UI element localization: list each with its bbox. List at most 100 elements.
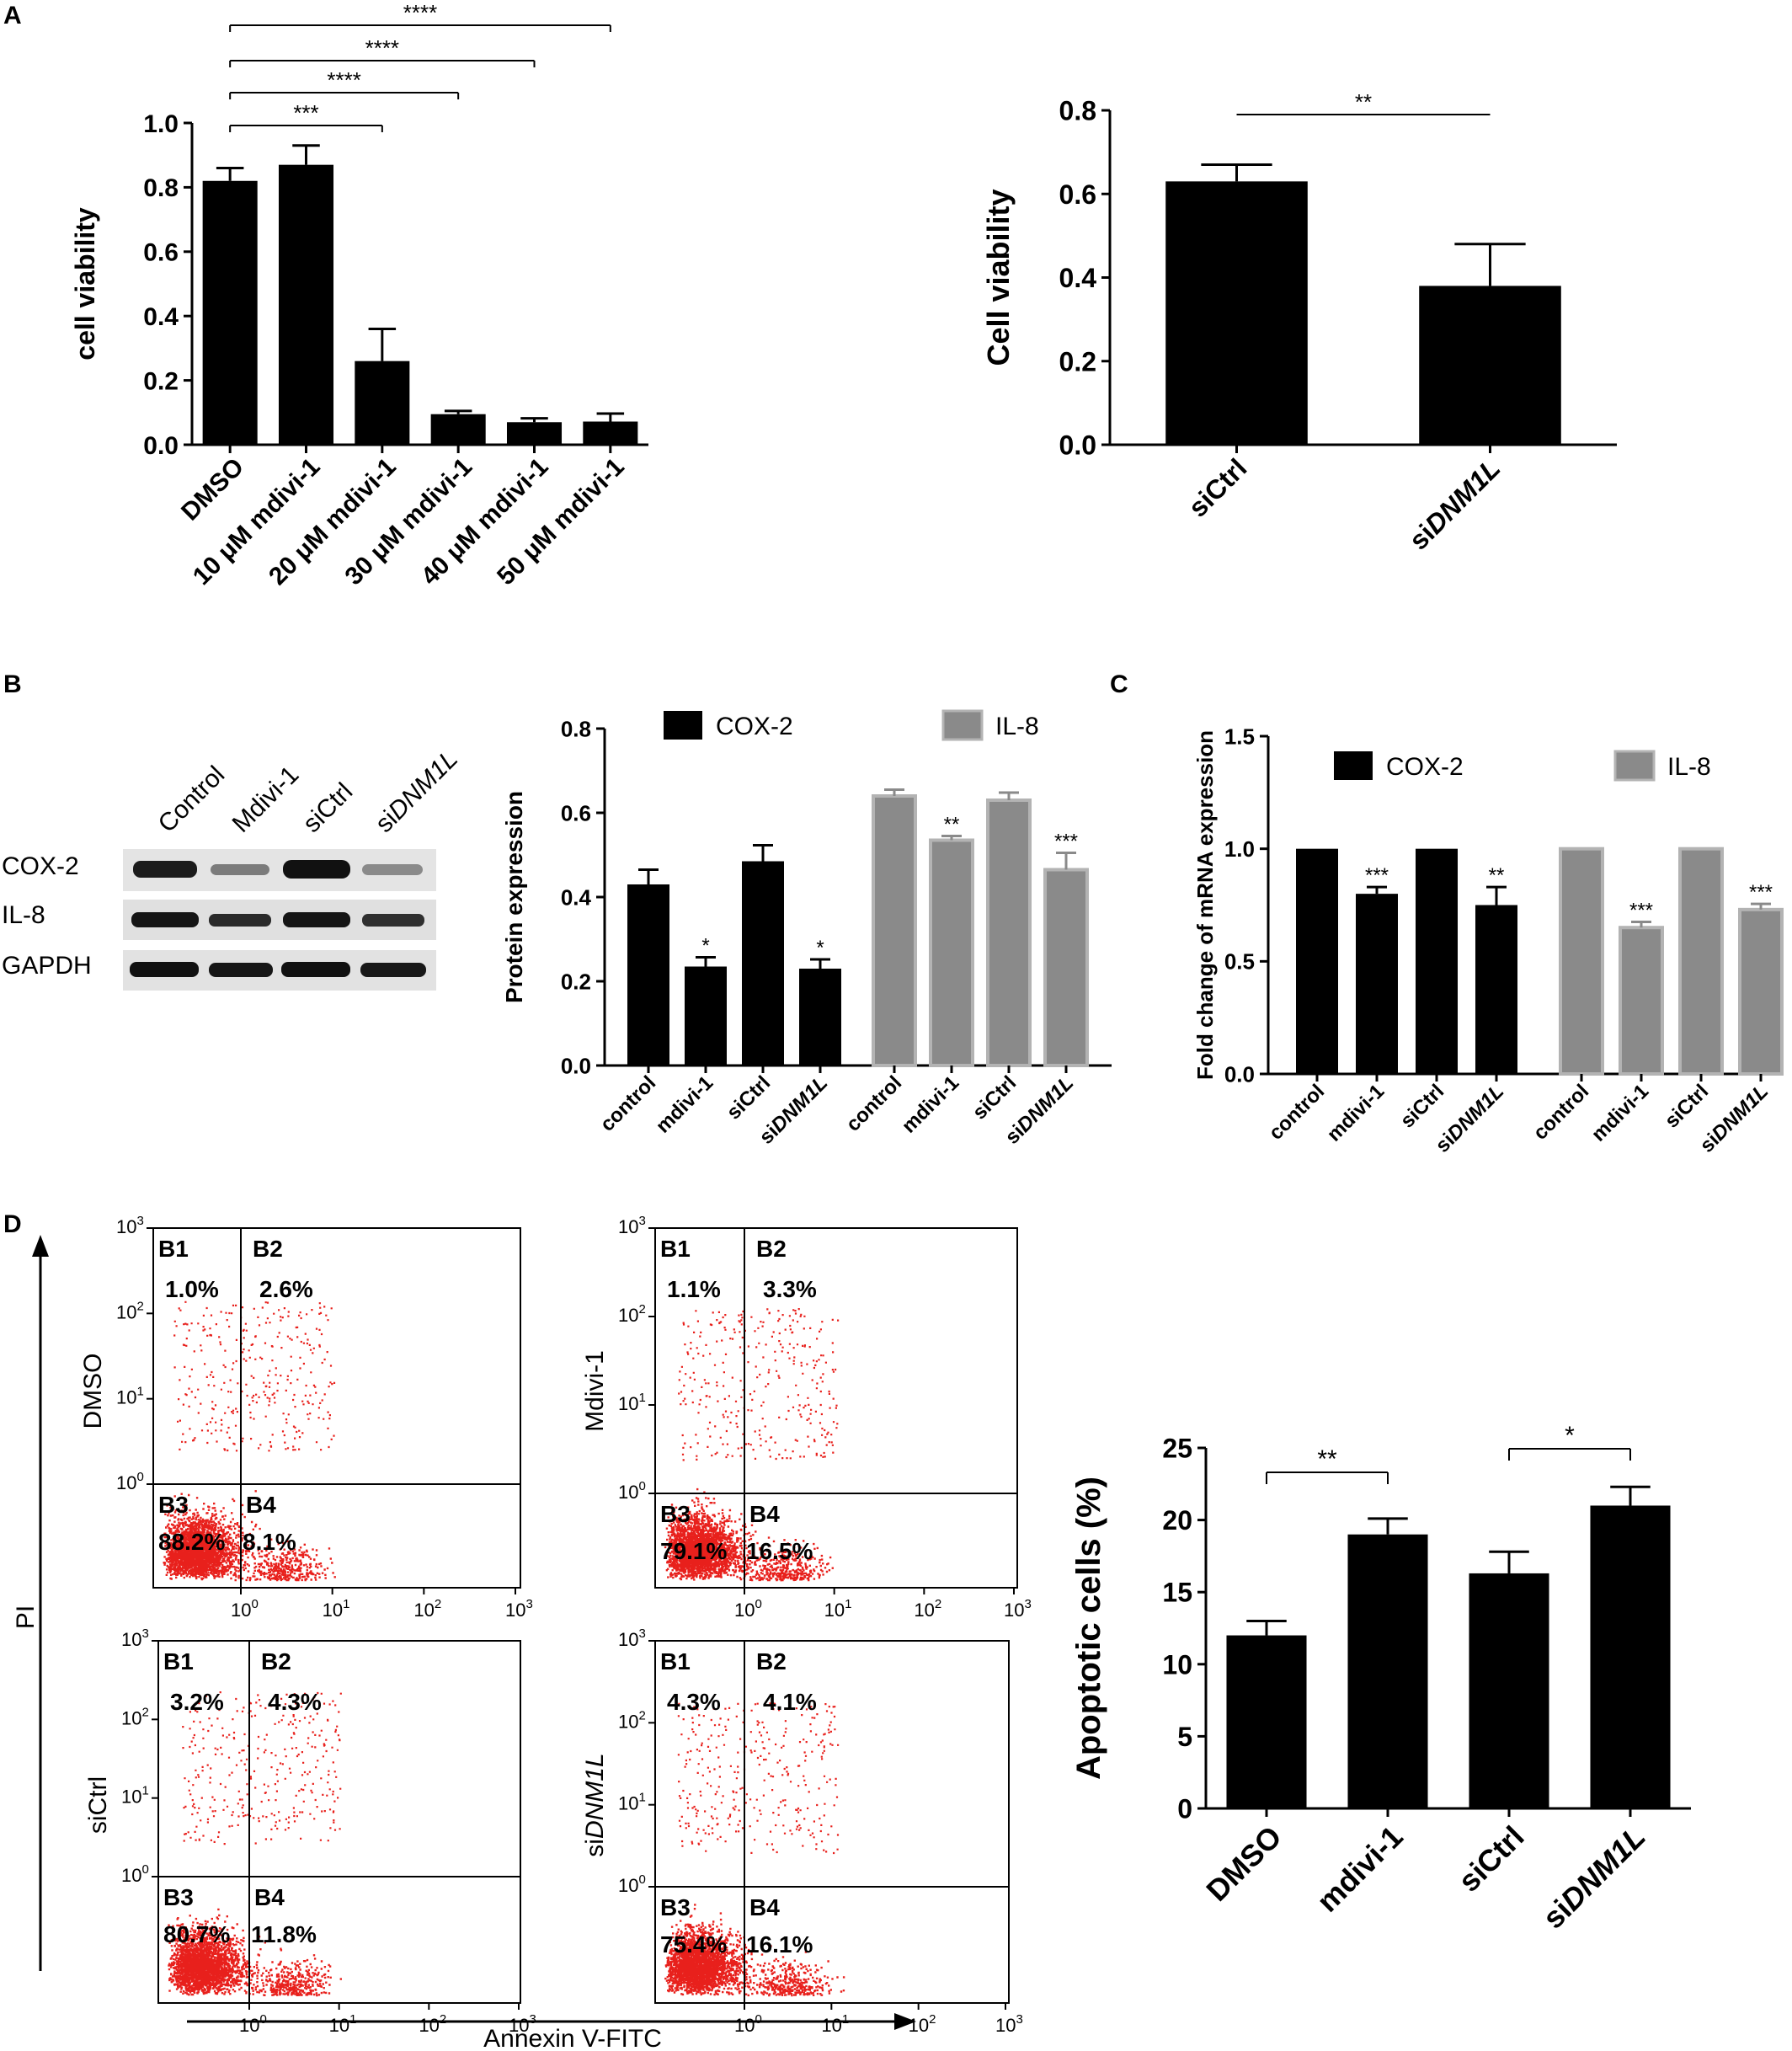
y-tick-label: 0.0 — [561, 1053, 591, 1078]
quadrant-label-b1: B1 — [660, 1236, 691, 1262]
bar-il-8-sictrl — [1678, 847, 1724, 1076]
quadrant-label-b4: B4 — [749, 1501, 780, 1527]
wb-band-cox2-control — [133, 861, 197, 878]
y-tick-label: 0.4 — [143, 303, 179, 331]
y-tick-label: 0.8 — [561, 716, 591, 741]
y-tick-label: 0.2 — [143, 367, 179, 395]
bar-dmso — [202, 180, 258, 445]
quadrant-label-b2: B2 — [253, 1236, 283, 1262]
x-tick-label-mdivi-1: mdivi-1 — [652, 1071, 718, 1138]
significance-label: * — [1565, 1422, 1575, 1450]
x-tick-label-control: control — [1529, 1080, 1594, 1145]
legend-swatch-il-8 — [1613, 750, 1656, 782]
y-tick-label: 0.8 — [1059, 96, 1096, 126]
wb-band-gapdh-sictrl — [281, 962, 350, 977]
quadrant-value-b3: 80.7% — [163, 1921, 230, 1947]
wb-lane-label-control: Control — [153, 761, 231, 838]
significance-label: *** — [1749, 881, 1773, 904]
quadrant-label-b1: B1 — [660, 1648, 691, 1674]
significance-label: ** — [1489, 864, 1505, 887]
y-tick-label: 0.0 — [1224, 1061, 1255, 1087]
quadrant-value-b4: 16.5% — [746, 1538, 813, 1564]
y-log-tick-label: 101 — [121, 1784, 149, 1808]
y-log-tick-label: 101 — [618, 1391, 646, 1414]
bar-cox-2-mdivi-1 — [685, 966, 727, 1066]
bar-cox-2-sidnm1l — [1475, 905, 1517, 1074]
significance-label: * — [701, 935, 709, 958]
y-tick-label: 1.0 — [143, 110, 179, 138]
quadrant-value-b3: 79.1% — [660, 1538, 727, 1564]
legend-label-cox-2: COX-2 — [716, 713, 793, 740]
quadrant-value-b2: 2.6% — [259, 1276, 313, 1302]
y-log-tick-label: 103 — [121, 1626, 149, 1650]
y-tick-label: 0.0 — [1059, 430, 1096, 461]
legend-label-il-8: IL-8 — [995, 713, 1039, 740]
significance-label: *** — [1054, 831, 1078, 853]
significance-label: ** — [1355, 89, 1372, 115]
y-tick-label: 0.0 — [143, 432, 179, 460]
quadrant-label-b3: B3 — [163, 1884, 194, 1910]
x-tick-label-sidnm1l: siDNM1L — [1403, 452, 1506, 555]
y-log-tick-label: 100 — [618, 1872, 646, 1896]
x-tick-label-dmso: DMSO — [1199, 1819, 1288, 1908]
y-axis-title: Protein expression — [501, 791, 527, 1003]
bar-il-8-sictrl — [986, 799, 1032, 1067]
wb-band-gapdh-control — [130, 962, 199, 977]
y-log-tick-label: 100 — [121, 1862, 149, 1886]
y-tick-label: 1.5 — [1224, 724, 1255, 749]
x-log-tick-label: 101 — [824, 1597, 852, 1621]
y-log-tick-label: 103 — [618, 1214, 646, 1237]
wb-lane-label-sictrl: siCtrl — [298, 777, 359, 838]
significance-label: * — [816, 937, 824, 959]
legend-swatch-cox-2 — [664, 711, 702, 740]
quadrant-label-b3: B3 — [158, 1492, 189, 1518]
wb-row-label-gapdh: GAPDH — [2, 952, 92, 980]
wb-band-gapdh-sidnm1l — [360, 963, 426, 977]
x-tick-label-control: control — [842, 1071, 907, 1136]
bar-il-8-sidnm1l — [1043, 868, 1089, 1067]
y-tick-label: 25 — [1162, 1434, 1192, 1464]
y-log-tick-label: 102 — [618, 1302, 646, 1326]
significance-label: ** — [1317, 1445, 1337, 1473]
quadrant-label-b2: B2 — [261, 1648, 291, 1674]
x-tick-label-mdivi-1: mdivi-1 — [898, 1071, 964, 1138]
x-log-tick-label: 101 — [323, 1597, 350, 1621]
quadrant-label-b1: B1 — [163, 1648, 194, 1674]
x-log-tick-label: 103 — [505, 1597, 533, 1621]
bar-cox-2-sictrl — [1416, 848, 1458, 1074]
wb-band-cox2-sictrl — [283, 860, 350, 879]
x-log-tick-label: 103 — [995, 2012, 1023, 2036]
y-tick-label: 1.0 — [1224, 836, 1255, 862]
bar-10-m-mdivi-1 — [278, 164, 334, 445]
x-log-tick-label: 101 — [329, 2012, 357, 2036]
quadrant-value-b1: 1.0% — [165, 1276, 219, 1302]
significance-label: *** — [1365, 864, 1389, 887]
panel-letter-a: A — [3, 2, 22, 29]
y-tick-label: 0.6 — [143, 239, 179, 267]
bar-il-8-mdivi-1 — [1619, 926, 1664, 1076]
flow-scatter-points — [664, 1701, 845, 1997]
western-blot: Control Mdivi-1 siCtrl siDNM1L COX-2 IL-… — [2, 745, 463, 991]
y-tick-label: 0.4 — [561, 884, 592, 910]
y-log-tick-label: 101 — [618, 1791, 646, 1814]
y-log-tick-label: 101 — [116, 1385, 144, 1408]
bar-cox-2-control — [627, 884, 669, 1066]
quadrant-label-b4: B4 — [749, 1894, 780, 1920]
x-tick-label-sidnm1l: siDNM1L — [1536, 1819, 1652, 1936]
significance-label: *** — [293, 100, 318, 126]
flow-sample-label: siDNM1L — [581, 1753, 609, 1856]
bar-il-8-sidnm1l — [1738, 907, 1784, 1076]
flow-sample-label: siCtrl — [84, 1776, 112, 1834]
wb-band-gapdh-mdivi — [209, 963, 273, 977]
wb-band-il8-sictrl — [283, 912, 350, 927]
x-tick-label-dmso: DMSO — [176, 453, 249, 526]
wb-band-il8-mdivi — [209, 914, 271, 927]
bar-il-8-mdivi-1 — [929, 838, 974, 1067]
panel-letter-c: C — [1110, 670, 1128, 698]
x-log-tick-label: 102 — [914, 1597, 941, 1621]
wb-band-il8-sidnm1l — [362, 914, 424, 927]
bar-sidnm1l — [1419, 286, 1561, 445]
